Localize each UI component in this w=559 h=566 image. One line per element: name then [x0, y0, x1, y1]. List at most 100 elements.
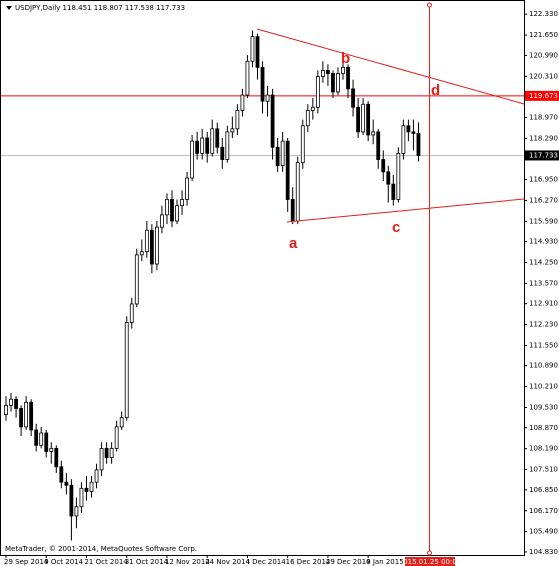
candle-body: [310, 106, 315, 111]
x-tick-label: 9 Jan 2015: [366, 558, 404, 566]
candle-body: [230, 128, 235, 133]
vline-label: 2015.01.25 00:00: [399, 558, 461, 566]
y-tick-label: 108.870: [529, 424, 558, 432]
candle-body: [275, 146, 280, 167]
candle-body: [280, 140, 285, 167]
candle-body: [356, 106, 361, 133]
candle-body: [109, 447, 114, 458]
candle-body: [129, 303, 134, 323]
candle-body: [74, 506, 79, 517]
candle-body: [396, 153, 401, 200]
candle-body: [371, 131, 376, 136]
hline-price-label: 119.673: [529, 92, 558, 100]
candle-body: [366, 103, 371, 136]
menu-icon: [6, 6, 12, 10]
candle-body: [185, 177, 189, 200]
candle-body: [4, 404, 8, 415]
candle-body: [14, 398, 18, 409]
y-tick-label: 121.650: [529, 31, 558, 39]
candle-body: [270, 94, 275, 148]
candle-body: [336, 73, 340, 93]
candle-body: [104, 447, 109, 458]
candle-body: [401, 125, 406, 154]
candle-body: [59, 466, 64, 483]
candle-body: [341, 66, 345, 74]
candle-body: [79, 487, 84, 508]
trendline-upper: [256, 28, 525, 105]
candle-body: [64, 481, 69, 486]
candle-body: [351, 88, 355, 108]
y-tick-label: 104.830: [529, 548, 558, 556]
candle-body: [124, 321, 129, 419]
candle-body: [240, 94, 245, 111]
candle-body: [175, 205, 179, 222]
candle-body: [300, 125, 305, 164]
candle-body: [331, 73, 335, 93]
candle-body: [391, 183, 396, 200]
y-tick-label: 114.930: [529, 238, 558, 246]
annotation: a: [289, 235, 298, 252]
candle-body: [315, 76, 320, 108]
y-tick-label: 111.550: [529, 341, 558, 349]
header-close: 117.733: [156, 4, 185, 12]
candle-body: [260, 66, 265, 102]
candle-body: [215, 128, 220, 148]
y-tick-label: 105.490: [529, 528, 558, 536]
annotation: b: [341, 50, 350, 67]
candle-body: [346, 66, 350, 90]
current-price-box: [525, 150, 559, 161]
chart-title: USDJPY,Daily: [15, 4, 60, 12]
y-tick-label: 106.170: [529, 507, 558, 515]
date-highlight: [405, 557, 455, 566]
x-tick-label: 4 Dec 2014: [245, 558, 286, 566]
hline-price-box: [525, 90, 559, 101]
candle-body: [195, 140, 200, 154]
x-tick-label: 29 Sep 2014: [4, 558, 49, 566]
y-tick-label: 120.990: [529, 51, 558, 59]
candle-body: [386, 171, 391, 185]
annotation: c: [392, 219, 400, 236]
candle-body: [326, 70, 330, 74]
candle-body: [24, 401, 29, 428]
current-price-label: 117.733: [529, 151, 558, 159]
candle-body: [406, 125, 411, 133]
footer: MetaTrader, © 2001-2014, MetaQuotes Soft…: [5, 545, 197, 553]
x-tick-label: 31 Oct 2014: [125, 558, 169, 566]
candle-body: [9, 398, 13, 406]
y-tick-label: 114.250: [529, 258, 558, 266]
candle-body: [250, 36, 255, 62]
x-tick-label: 29 Dec 2014: [326, 558, 371, 566]
candle-body: [265, 94, 270, 102]
candle-body: [94, 469, 99, 483]
candle-body: [285, 140, 290, 200]
y-tick-label: 118.290: [529, 134, 558, 142]
candle-body: [220, 146, 225, 160]
y-tick-label: 120.310: [529, 72, 558, 80]
candle-body: [205, 137, 210, 154]
candle-body: [29, 401, 34, 431]
candle-body: [190, 140, 195, 179]
candle-body: [235, 109, 240, 130]
candle-body: [69, 484, 74, 517]
candle-body: [134, 254, 139, 305]
y-tick-label: 113.570: [529, 279, 558, 287]
candle-body: [34, 429, 39, 446]
candle-body: [144, 229, 149, 253]
candle-body: [210, 128, 215, 154]
y-tick-label: 109.530: [529, 404, 558, 412]
candle-body: [99, 447, 104, 471]
y-tick-label: 108.190: [529, 445, 558, 453]
x-tick-label: 24 Nov 2014: [205, 558, 250, 566]
candle-body: [416, 133, 421, 156]
candle-body: [54, 447, 59, 468]
y-tick-label: 106.850: [529, 486, 558, 494]
x-tick-label: 16 Dec 2014: [286, 558, 331, 566]
y-tick-label: 122.330: [529, 10, 558, 18]
header-high: 118.807: [94, 4, 123, 12]
header-low: 117.538: [125, 4, 154, 12]
y-tick-label: 112.230: [529, 321, 558, 329]
candle-body: [170, 199, 174, 222]
candle-body: [295, 162, 300, 222]
